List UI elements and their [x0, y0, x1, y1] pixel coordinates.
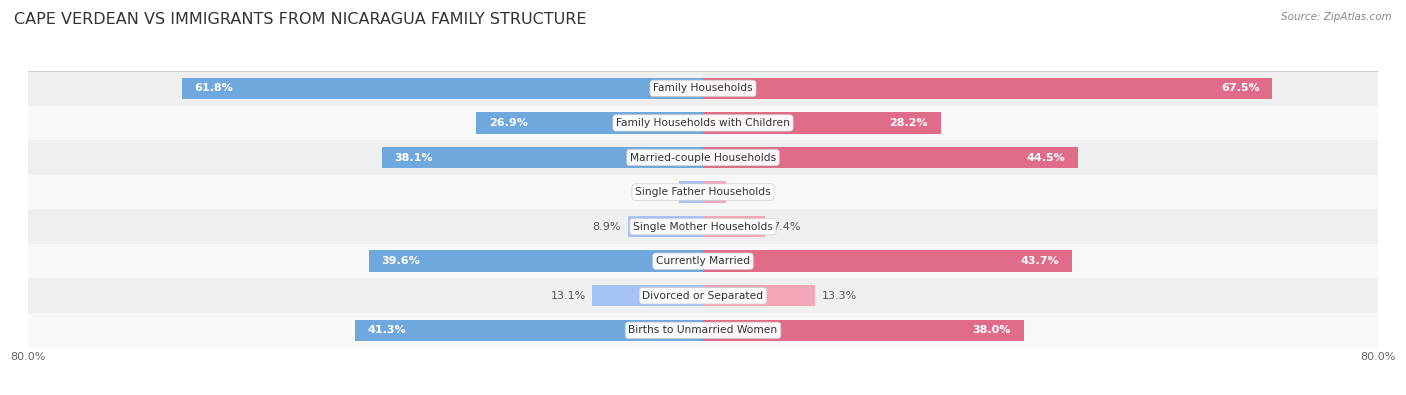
- Text: 41.3%: 41.3%: [367, 325, 406, 335]
- Bar: [28, 106, 1378, 140]
- Bar: [628, 216, 703, 237]
- Bar: [28, 244, 1378, 278]
- Text: 13.1%: 13.1%: [551, 291, 586, 301]
- Bar: [703, 112, 941, 134]
- Bar: [703, 181, 725, 203]
- Text: 39.6%: 39.6%: [381, 256, 420, 266]
- Bar: [28, 278, 1378, 313]
- Text: Births to Unmarried Women: Births to Unmarried Women: [628, 325, 778, 335]
- Text: CAPE VERDEAN VS IMMIGRANTS FROM NICARAGUA FAMILY STRUCTURE: CAPE VERDEAN VS IMMIGRANTS FROM NICARAGU…: [14, 12, 586, 27]
- Text: Currently Married: Currently Married: [657, 256, 749, 266]
- Bar: [28, 71, 1378, 106]
- Text: 26.9%: 26.9%: [489, 118, 527, 128]
- Text: 28.2%: 28.2%: [890, 118, 928, 128]
- Bar: [28, 140, 1378, 175]
- Bar: [28, 209, 1378, 244]
- Text: Married-couple Households: Married-couple Households: [630, 152, 776, 162]
- Text: 7.4%: 7.4%: [772, 222, 800, 231]
- Bar: [703, 320, 1024, 341]
- Bar: [703, 78, 1272, 99]
- Bar: [28, 175, 1378, 209]
- Text: 2.9%: 2.9%: [644, 187, 672, 197]
- Bar: [477, 112, 703, 134]
- Bar: [703, 285, 815, 307]
- Text: Divorced or Separated: Divorced or Separated: [643, 291, 763, 301]
- Text: 38.1%: 38.1%: [394, 152, 433, 162]
- Bar: [28, 313, 1378, 348]
- Text: 13.3%: 13.3%: [823, 291, 858, 301]
- Bar: [592, 285, 703, 307]
- Bar: [703, 216, 765, 237]
- Text: Family Households with Children: Family Households with Children: [616, 118, 790, 128]
- Text: 43.7%: 43.7%: [1021, 256, 1059, 266]
- Text: Single Father Households: Single Father Households: [636, 187, 770, 197]
- Bar: [679, 181, 703, 203]
- Text: 2.7%: 2.7%: [733, 187, 761, 197]
- Bar: [368, 250, 703, 272]
- Text: 8.9%: 8.9%: [593, 222, 621, 231]
- Text: 61.8%: 61.8%: [194, 83, 233, 93]
- Bar: [703, 250, 1071, 272]
- Text: Single Mother Households: Single Mother Households: [633, 222, 773, 231]
- Bar: [354, 320, 703, 341]
- Text: 38.0%: 38.0%: [973, 325, 1011, 335]
- Text: Source: ZipAtlas.com: Source: ZipAtlas.com: [1281, 12, 1392, 22]
- Bar: [381, 147, 703, 168]
- Text: 67.5%: 67.5%: [1222, 83, 1260, 93]
- Text: Family Households: Family Households: [654, 83, 752, 93]
- Bar: [181, 78, 703, 99]
- Bar: [703, 147, 1078, 168]
- Text: 44.5%: 44.5%: [1026, 152, 1066, 162]
